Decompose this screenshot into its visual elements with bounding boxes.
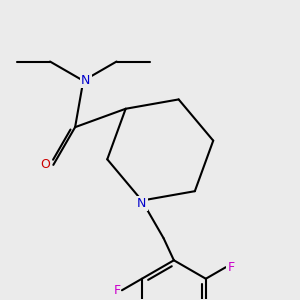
Text: F: F [113,284,120,297]
Text: N: N [137,196,146,210]
Text: F: F [227,261,235,274]
Text: O: O [41,158,51,171]
Text: N: N [81,74,91,87]
